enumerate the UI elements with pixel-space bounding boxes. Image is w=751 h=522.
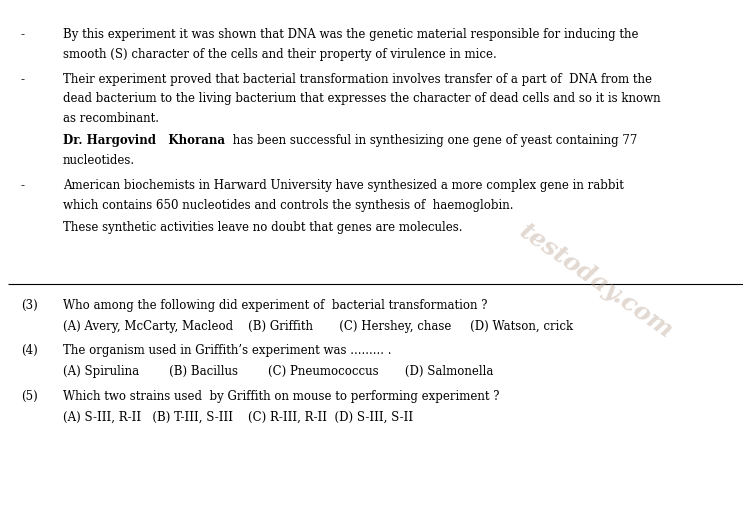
Text: (A) Avery, McCarty, Macleod    (B) Griffith       (C) Hershey, chase     (D) Wat: (A) Avery, McCarty, Macleod (B) Griffith…	[63, 320, 573, 333]
Text: By this experiment it was shown that DNA was the genetic material responsible fo: By this experiment it was shown that DNA…	[63, 28, 638, 41]
Text: -: -	[21, 179, 25, 192]
Text: nucleotides.: nucleotides.	[63, 153, 135, 167]
Text: (A) S-III, R-II   (B) T-III, S-III    (C) R-III, R-II  (D) S-III, S-II: (A) S-III, R-II (B) T-III, S-III (C) R-I…	[63, 410, 413, 423]
Text: Dr. Hargovind   Khorana: Dr. Hargovind Khorana	[63, 134, 225, 147]
Text: Their experiment proved that bacterial transformation involves transfer of a par: Their experiment proved that bacterial t…	[63, 73, 652, 86]
Text: has been successful in synthesizing one gene of yeast containing 77: has been successful in synthesizing one …	[228, 134, 637, 147]
Text: Who among the following did experiment of  bacterial transformation ?: Who among the following did experiment o…	[63, 300, 487, 312]
Text: -: -	[21, 73, 25, 86]
Text: as recombinant.: as recombinant.	[63, 112, 158, 125]
Text: testoday.com: testoday.com	[515, 219, 677, 343]
Text: which contains 650 nucleotides and controls the synthesis of  haemoglobin.: which contains 650 nucleotides and contr…	[63, 198, 513, 211]
Text: smooth (S) character of the cells and their property of virulence in mice.: smooth (S) character of the cells and th…	[63, 48, 496, 61]
Text: (A) Spirulina        (B) Bacillus        (C) Pneumococcus       (D) Salmonella: (A) Spirulina (B) Bacillus (C) Pneumococ…	[63, 365, 493, 378]
Text: -: -	[21, 28, 25, 41]
Text: (4): (4)	[21, 345, 38, 358]
Text: American biochemists in Harward University have synthesized a more complex gene : American biochemists in Harward Universi…	[63, 179, 623, 192]
Text: Which two strains used  by Griffith on mouse to performing experiment ?: Which two strains used by Griffith on mo…	[63, 390, 499, 403]
Text: These synthetic activities leave no doubt that genes are molecules.: These synthetic activities leave no doub…	[63, 221, 462, 234]
Text: (5): (5)	[21, 390, 38, 403]
Text: (3): (3)	[21, 300, 38, 312]
Text: The organism used in Griffith’s experiment was ......... .: The organism used in Griffith’s experime…	[63, 345, 391, 358]
Text: dead bacterium to the living bacterium that expresses the character of dead cell: dead bacterium to the living bacterium t…	[63, 92, 660, 105]
